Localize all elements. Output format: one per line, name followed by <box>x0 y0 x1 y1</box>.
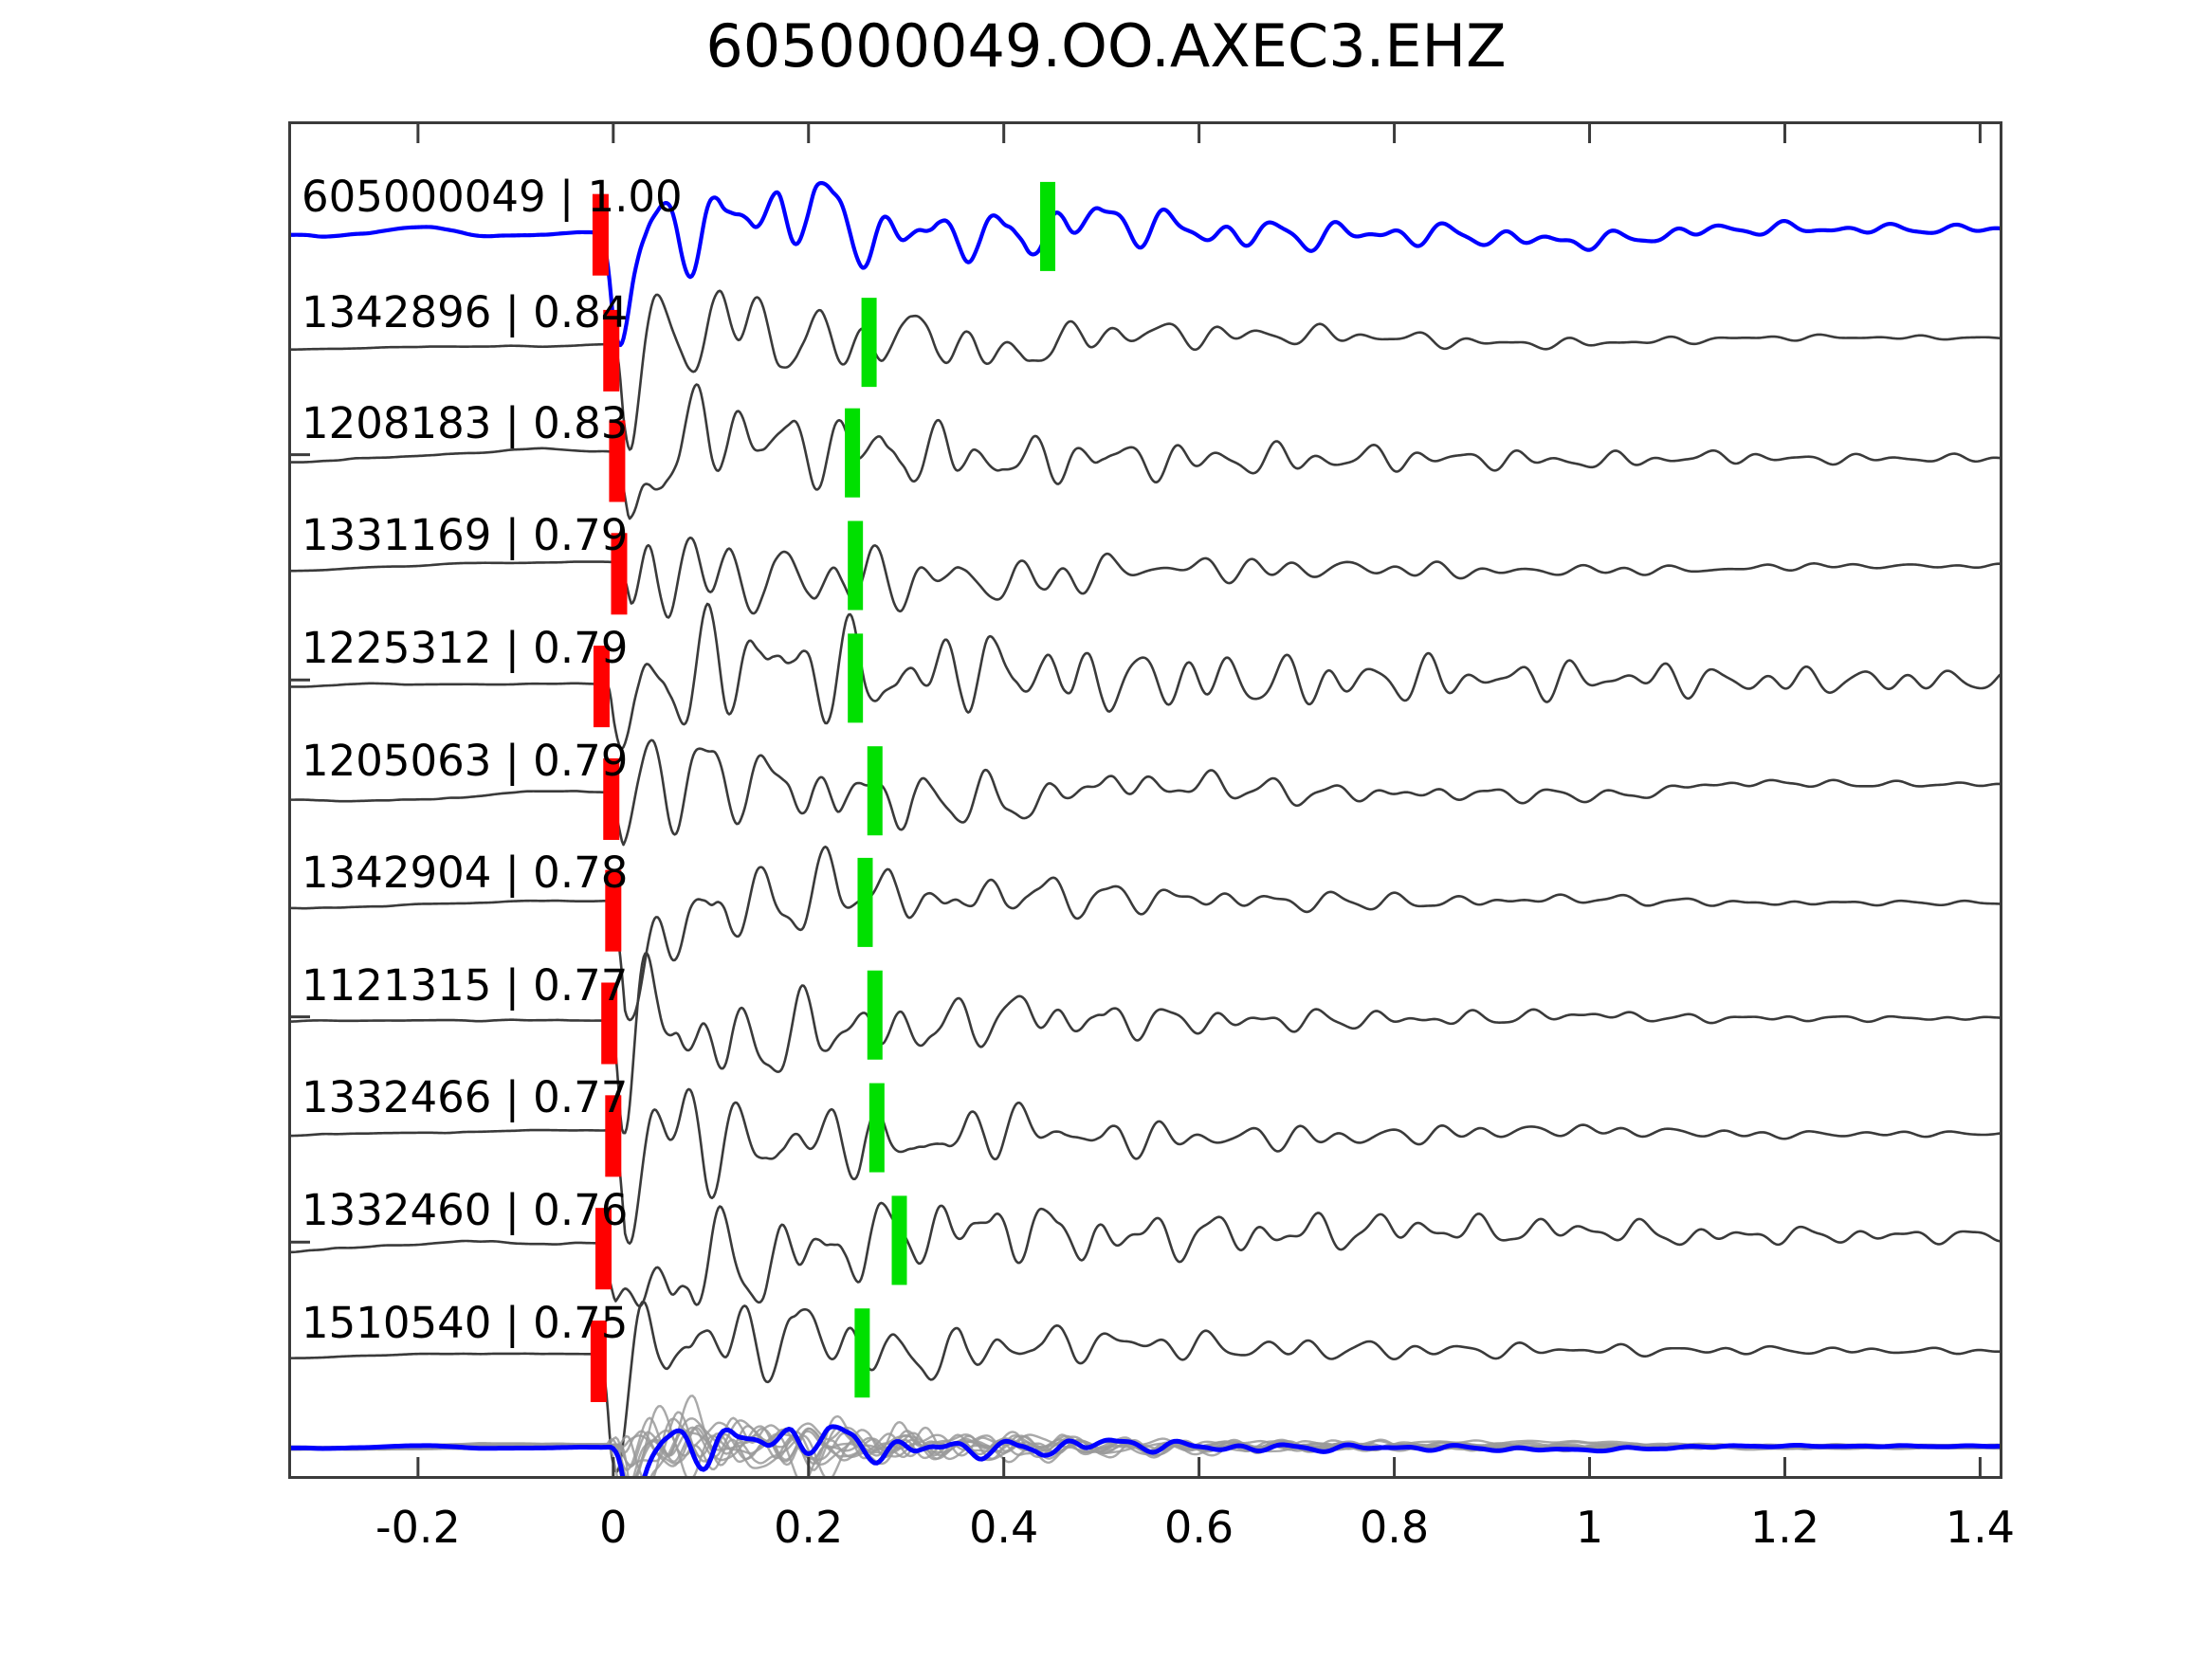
p-pick-marker-1208183 <box>609 420 626 502</box>
s-pick-marker-1510540 <box>854 1308 870 1398</box>
waveform-1510540 <box>291 1300 2000 1473</box>
x-tick-label: 0 <box>599 1502 628 1553</box>
waveform-1208183 <box>291 383 2000 520</box>
page-title: 605000049.OO.AXEC3.EHZ <box>705 11 1507 81</box>
trace-label-1121315: 1121315 | 0.77 <box>302 959 629 1011</box>
s-pick-marker-1121315 <box>867 970 883 1060</box>
s-pick-marker-605000049 <box>1040 181 1056 271</box>
x-tick-label: 1 <box>1575 1502 1604 1553</box>
waveform-1332466 <box>291 1087 2000 1245</box>
s-pick-marker-1332460 <box>891 1195 907 1285</box>
s-pick-marker-1208183 <box>845 408 861 498</box>
trace-label-1342896: 1342896 | 0.84 <box>302 287 629 337</box>
waveform-1332460 <box>291 1201 2000 1308</box>
x-tick-label: 0.8 <box>1359 1502 1430 1553</box>
x-tick-label: -0.2 <box>375 1502 461 1553</box>
p-pick-marker-1332466 <box>605 1095 622 1177</box>
trace-group-1510540 <box>291 1300 2000 1473</box>
waveform-1331169 <box>291 536 2000 619</box>
waveform-1342904 <box>291 845 2000 1022</box>
trace-label-1225312: 1225312 | 0.79 <box>302 623 629 674</box>
p-pick-marker-1510540 <box>590 1320 607 1402</box>
waveform-605000049 <box>291 180 2000 348</box>
x-tick-label: 1.2 <box>1749 1502 1820 1553</box>
stack-overlay-group <box>291 1395 2000 1476</box>
waveform-canvas <box>291 124 2000 1476</box>
x-tick-label: 0.2 <box>774 1502 844 1553</box>
trace-group-1331169 <box>291 520 2000 619</box>
trace-group-1332460 <box>291 1195 2000 1308</box>
trace-label-1332466: 1332466 | 0.77 <box>302 1072 629 1123</box>
s-pick-marker-1331169 <box>848 520 864 611</box>
trace-label-1331169: 1331169 | 0.79 <box>302 510 629 561</box>
trace-group-1208183 <box>291 383 2000 520</box>
stack-trace <box>291 1395 2000 1468</box>
trace-label-1510540: 1510540 | 0.75 <box>302 1298 629 1349</box>
p-pick-marker-1225312 <box>593 646 610 728</box>
x-tick-label: 1.4 <box>1945 1502 2015 1553</box>
trace-label-1205063: 1205063 | 0.79 <box>302 736 629 787</box>
trace-group-1205063 <box>291 738 2000 847</box>
p-pick-marker-1205063 <box>603 757 620 840</box>
trace-label-1332460: 1332460 | 0.76 <box>302 1185 629 1236</box>
s-pick-marker-1342904 <box>857 857 873 947</box>
s-pick-marker-1225312 <box>848 633 864 723</box>
trace-group-1342904 <box>291 845 2000 1022</box>
waveform-1205063 <box>291 738 2000 847</box>
p-pick-marker-1332460 <box>595 1208 612 1290</box>
s-pick-marker-1332466 <box>868 1083 885 1173</box>
p-pick-marker-1331169 <box>611 533 628 615</box>
waveform-1225312 <box>291 602 2000 751</box>
trace-group-1342896 <box>291 289 2000 451</box>
stack-template-trace <box>291 1424 2000 1476</box>
p-pick-marker-1342896 <box>603 309 620 392</box>
p-pick-marker-1121315 <box>601 982 618 1065</box>
x-tick-label: 0.4 <box>969 1502 1039 1553</box>
waveform-1342896 <box>291 289 2000 451</box>
trace-label-1208183: 1208183 | 0.83 <box>302 397 629 448</box>
p-pick-marker-1342904 <box>605 869 622 952</box>
plot-area <box>288 121 2002 1479</box>
s-pick-marker-1342896 <box>861 298 877 388</box>
trace-label-1342904: 1342904 | 0.78 <box>302 847 629 898</box>
stack-trace <box>291 1404 2000 1476</box>
trace-label-605000049: 605000049 | 1.00 <box>302 171 683 222</box>
trace-group-605000049 <box>291 180 2000 348</box>
waveform-1121315 <box>291 952 2000 1135</box>
x-tick-label: 0.6 <box>1164 1502 1234 1553</box>
trace-group-1332466 <box>291 1083 2000 1245</box>
trace-group-1121315 <box>291 952 2000 1135</box>
s-pick-marker-1205063 <box>867 746 883 836</box>
p-pick-marker-605000049 <box>592 193 609 276</box>
trace-group-1225312 <box>291 602 2000 751</box>
